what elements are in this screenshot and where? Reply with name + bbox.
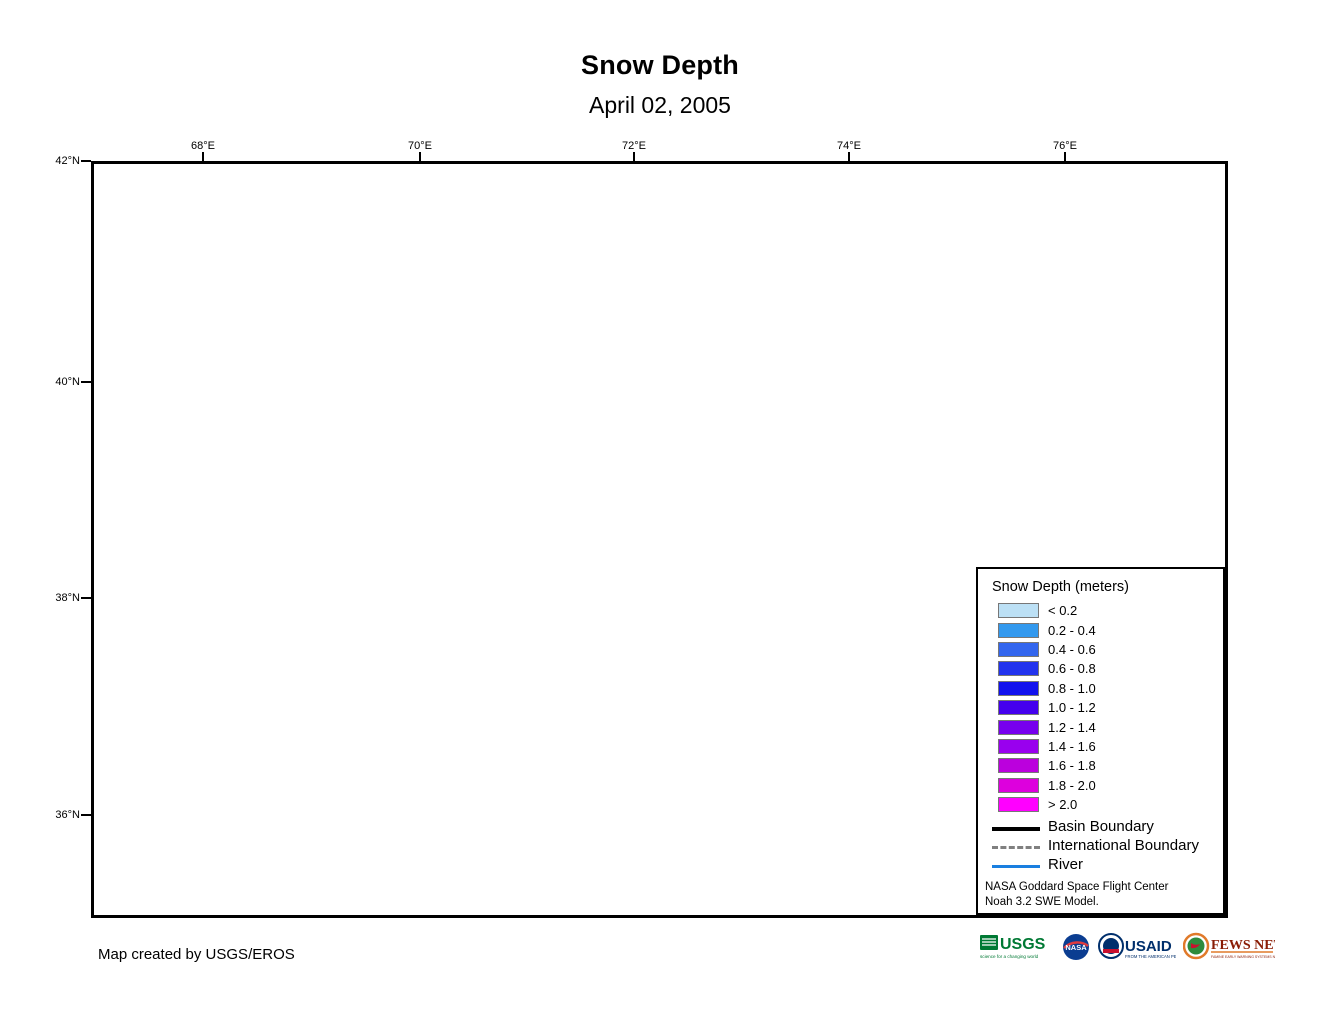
longitude-tick: [848, 152, 850, 162]
usgs-logo: USGS science for a changing world: [980, 932, 1054, 962]
legend-class-label: > 2.0: [1048, 797, 1078, 813]
legend-swatch: [998, 661, 1039, 677]
legend-line-label: International Boundary: [1048, 837, 1199, 855]
legend-class-label: 1.4 - 1.6: [1048, 738, 1096, 754]
legend-class-label: 1.2 - 1.4: [1048, 719, 1096, 735]
legend-class-list: < 0.2 0.2 - 0.4 0.4 - 0.6 0.6 - 0.8 0.8 - 1.…: [978, 601, 1223, 814]
legend-credit-line1: NASA Goddard Space Flight Center: [985, 881, 1169, 894]
legend-class-row: 1.2 - 1.4: [978, 717, 1223, 736]
longitude-label: 72°E: [622, 140, 646, 152]
legend-swatch: [998, 641, 1039, 657]
svg-text:USAID: USAID: [1125, 938, 1172, 955]
latitude-label: 38°N: [55, 592, 80, 604]
legend-line-row: Basin Boundary: [992, 817, 1223, 836]
longitude-tick: [419, 152, 421, 162]
legend-swatch: [998, 719, 1039, 735]
legend-class-label: 0.8 - 1.0: [1048, 680, 1096, 696]
svg-text:NASA: NASA: [1065, 943, 1087, 952]
legend-line-label: Basin Boundary: [1048, 818, 1154, 836]
svg-text:FROM THE AMERICAN PEOPLE: FROM THE AMERICAN PEOPLE: [1125, 954, 1176, 959]
svg-text:USGS: USGS: [1000, 936, 1046, 953]
legend-class-row: 1.6 - 1.8: [978, 756, 1223, 775]
longitude-label: 76°E: [1053, 140, 1077, 152]
legend-line-symbol: [992, 841, 1040, 851]
legend-line-list: Basin Boundary International Boundary Rive…: [978, 814, 1223, 874]
legend-class-row: 0.4 - 0.6: [978, 640, 1223, 659]
legend-class-row: 1.0 - 1.2: [978, 698, 1223, 717]
map-container[interactable]: [91, 161, 1228, 918]
legend-class-label: 1.6 - 1.8: [1048, 758, 1096, 774]
legend-swatch: [998, 700, 1039, 716]
legend-line-symbol: [992, 860, 1040, 870]
longitude-tick: [1064, 152, 1066, 162]
nasa-logo: NASA: [1061, 932, 1091, 962]
legend-line-row: International Boundary: [992, 836, 1223, 855]
legend-class-label: 0.2 - 0.4: [1048, 622, 1096, 638]
legend-swatch: [998, 680, 1039, 696]
legend-swatch: [998, 738, 1039, 754]
legend-class-row: 0.6 - 0.8: [978, 659, 1223, 678]
legend-credit-line2: Noah 3.2 SWE Model.: [985, 896, 1099, 909]
legend-class-label: 1.8 - 2.0: [1048, 777, 1096, 793]
longitude-label: 74°E: [837, 140, 861, 152]
legend-line-label: River: [1048, 856, 1084, 874]
logo-strip: USGS science for a changing world NASA USAI…: [980, 930, 1291, 964]
longitude-label: 68°E: [191, 140, 215, 152]
svg-text:FEWS NET: FEWS NET: [1211, 938, 1275, 953]
legend-class-label: 1.0 - 1.2: [1048, 700, 1096, 716]
legend-class-row: 0.8 - 1.0: [978, 679, 1223, 698]
legend-credit: NASA Goddard Space Flight Center Noah 3.…: [978, 874, 1223, 909]
longitude-tick: [202, 152, 204, 162]
latitude-label: 36°N: [55, 809, 80, 821]
svg-text:science for a changing world: science for a changing world: [980, 954, 1039, 959]
legend-swatch: [998, 777, 1039, 793]
legend-swatch: [998, 797, 1039, 813]
legend-class-row: 0.2 - 0.4: [978, 620, 1223, 639]
legend-swatch: [998, 622, 1039, 638]
legend-line-symbol: [992, 822, 1040, 832]
page-title: Snow Depth: [581, 50, 739, 80]
legend-class-row: > 2.0: [978, 795, 1223, 814]
latitude-tick: [81, 814, 91, 816]
map-author-credit: Map created by USGS/EROS: [98, 946, 295, 963]
legend-class-row: < 0.2: [978, 601, 1223, 620]
legend-line-row: River: [992, 855, 1223, 874]
legend-swatch: [998, 758, 1039, 774]
legend-class-row: 1.8 - 2.0: [978, 776, 1223, 795]
legend-class-label: 0.6 - 0.8: [1048, 661, 1096, 677]
latitude-tick: [81, 381, 91, 383]
legend-class-label: 0.4 - 0.6: [1048, 641, 1096, 657]
longitude-label: 70°E: [408, 140, 432, 152]
legend-panel: Snow Depth (meters) < 0.2 0.2 - 0.4 0.4 - …: [976, 567, 1225, 915]
legend-class-label: < 0.2: [1048, 603, 1078, 619]
latitude-label: 42°N: [55, 155, 80, 167]
longitude-tick: [633, 152, 635, 162]
svg-text:FAMINE EARLY WARNING SYSTEMS N: FAMINE EARLY WARNING SYSTEMS NETWORK: [1211, 955, 1275, 959]
legend-swatch: [998, 603, 1039, 619]
latitude-tick: [81, 597, 91, 599]
legend-class-row: 1.4 - 1.6: [978, 737, 1223, 756]
page-subtitle: April 02, 2005: [589, 92, 731, 118]
fewsnet-logo: FEWS NET FAMINE EARLY WARNING SYSTEMS NET…: [1182, 932, 1291, 962]
latitude-label: 40°N: [55, 376, 80, 388]
latitude-tick: [81, 160, 91, 162]
legend-title: Snow Depth (meters): [992, 579, 1129, 595]
